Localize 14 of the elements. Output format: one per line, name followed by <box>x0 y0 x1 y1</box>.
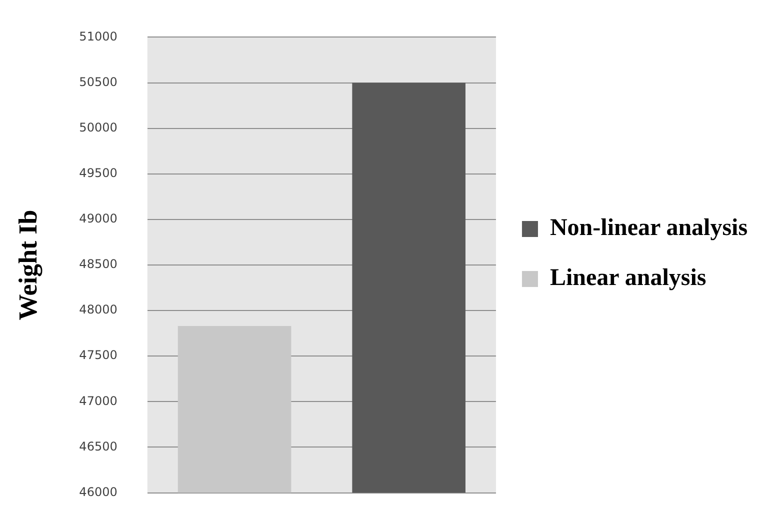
legend-label: Linear analysis <box>550 265 706 292</box>
y-tick-label: 51000 <box>79 29 118 44</box>
legend-label: Non-linear analysis <box>550 215 748 242</box>
y-axis-title: Weight Ib <box>13 210 42 320</box>
y-tick-label: 46500 <box>79 439 118 454</box>
y-tick-label: 47000 <box>79 394 118 408</box>
y-tick-label: 46000 <box>79 484 118 499</box>
y-tick-label: 49500 <box>79 166 118 180</box>
y-tick-label: 50000 <box>79 120 118 134</box>
y-tick-label: 50500 <box>79 74 118 89</box>
y-tick-label: 48000 <box>79 302 118 317</box>
y-tick-label: 48500 <box>79 257 118 272</box>
y-tick-label: 47500 <box>79 348 118 362</box>
y-tick-label: 49000 <box>79 212 118 226</box>
